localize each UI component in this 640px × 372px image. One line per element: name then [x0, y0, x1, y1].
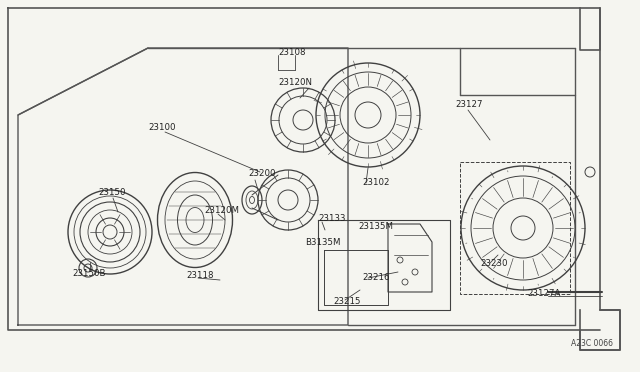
Text: 23200: 23200 — [248, 169, 275, 177]
Text: A23C 0066: A23C 0066 — [571, 339, 613, 347]
Text: 23215: 23215 — [333, 296, 360, 305]
Text: 23100: 23100 — [148, 122, 175, 131]
Text: 23216: 23216 — [362, 273, 390, 282]
Text: 23135M: 23135M — [358, 221, 393, 231]
Bar — [460, 162, 570, 294]
Text: 23127A: 23127A — [527, 289, 561, 298]
Text: 23150: 23150 — [98, 187, 125, 196]
Text: 23108: 23108 — [278, 48, 305, 57]
Text: 23102: 23102 — [362, 177, 390, 186]
Text: 23127: 23127 — [455, 99, 483, 109]
Text: 23118: 23118 — [186, 270, 214, 279]
Text: 23120M: 23120M — [204, 205, 239, 215]
Text: 23120N: 23120N — [278, 77, 312, 87]
Text: 23150B: 23150B — [72, 269, 106, 278]
Text: 23133: 23133 — [318, 214, 346, 222]
Text: B3135M: B3135M — [305, 237, 340, 247]
Text: 23230: 23230 — [480, 259, 508, 267]
